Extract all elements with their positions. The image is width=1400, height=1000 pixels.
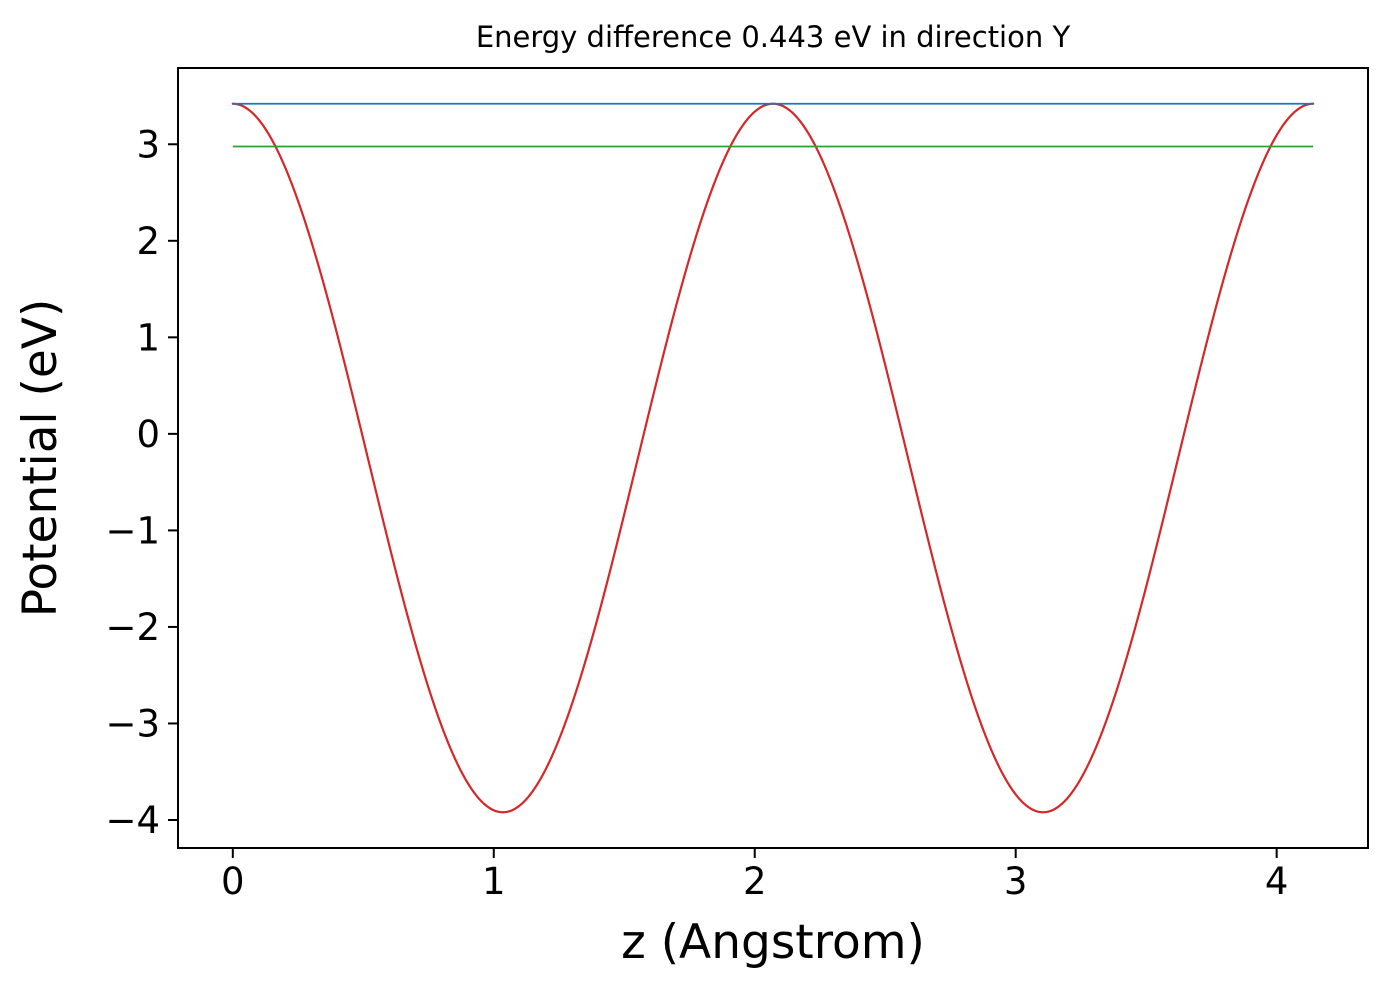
x-axis-label: z (Angstrom): [621, 915, 925, 970]
x-tick-label: 1: [482, 860, 506, 903]
y-tick-label: 1: [136, 316, 160, 359]
y-axis-label: Potential (eV): [13, 299, 68, 618]
axes-layer: 0 1 2 3 4 −4 −3 −2 −1 0 1 2 3: [105, 67, 1369, 903]
chart-title: Energy difference 0.443 eV in direction …: [476, 20, 1071, 54]
x-tick-label: 2: [743, 860, 767, 903]
y-tick-label: −3: [105, 702, 160, 745]
y-tick-label: −2: [105, 606, 160, 649]
y-tick-label: 0: [136, 413, 160, 456]
plot-border: [177, 67, 1369, 849]
y-tick-label: 3: [136, 123, 160, 166]
data-layer: [231, 102, 1315, 814]
y-tick-label: −4: [105, 799, 160, 842]
y-tick-label: −1: [105, 509, 160, 552]
y-tick-label: 2: [136, 220, 160, 263]
x-tick-label: 0: [221, 860, 245, 903]
x-tick-label: 3: [1004, 860, 1028, 903]
x-tick-label: 4: [1265, 860, 1289, 903]
potential-curve: [231, 102, 1315, 814]
